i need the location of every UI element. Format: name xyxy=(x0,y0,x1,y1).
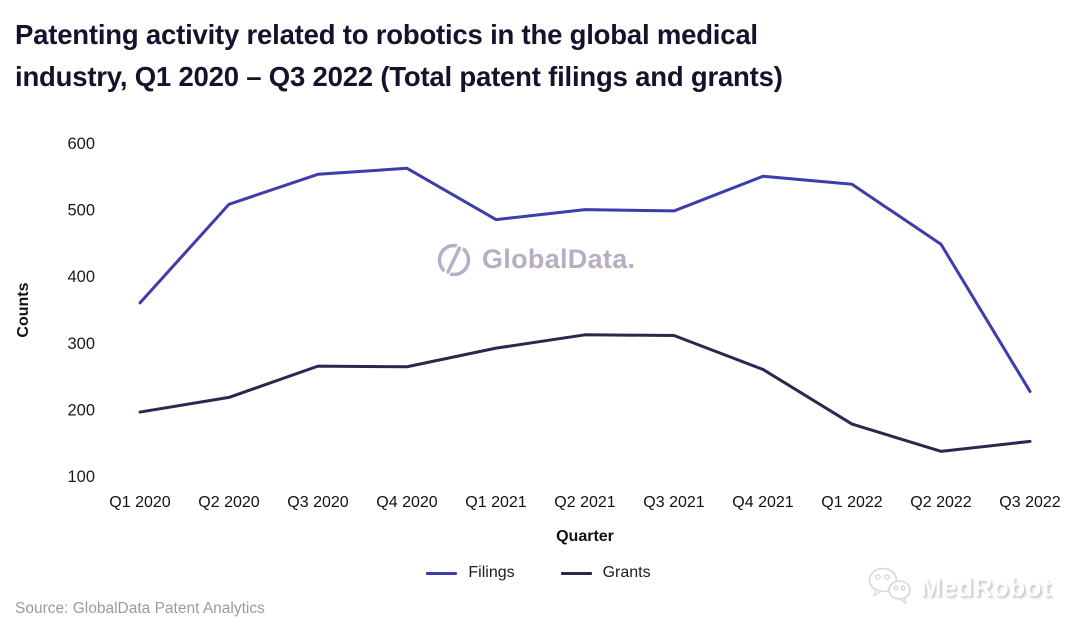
legend-label-filings: Filings xyxy=(468,564,515,581)
wechat-icon xyxy=(868,567,911,605)
x-axis-tick-q4-2021: Q4 2021 xyxy=(732,494,793,511)
series-line-grants xyxy=(138,333,1032,453)
series-line-filings xyxy=(138,166,1032,393)
globaldata-watermark: GlobalData. xyxy=(436,241,635,278)
chart-legend: Filings Grants xyxy=(0,563,1077,583)
x-axis-tick-q3-2022: Q3 2022 xyxy=(999,494,1060,511)
x-axis-tick-q4-2020: Q4 2020 xyxy=(376,494,437,511)
y-axis-tick-100: 100 xyxy=(67,468,95,486)
chart-title: Patenting activity related to robotics i… xyxy=(15,19,783,92)
medrobot-watermark: MedRobot xyxy=(866,566,1051,608)
y-axis-tick-600: 600 xyxy=(67,135,95,153)
source-note: Source: GlobalData Patent Analytics xyxy=(15,600,265,617)
y-axis-tick-300: 300 xyxy=(67,335,95,353)
x-axis-tick-q1-2022: Q1 2022 xyxy=(821,494,882,511)
x-axis-tick-q3-2020: Q3 2020 xyxy=(287,494,348,511)
grants-line-swatch xyxy=(560,571,592,575)
x-axis-tick-q1-2020: Q1 2020 xyxy=(109,494,170,511)
legend-item-filings: Filings xyxy=(426,564,515,582)
y-axis-tick-500: 500 xyxy=(67,202,95,220)
y-axis-title: Counts xyxy=(15,282,32,337)
globaldata-logo-icon xyxy=(437,243,471,277)
legend-item-grants: Grants xyxy=(560,564,651,582)
filings-line-swatch xyxy=(426,571,458,575)
y-axis-tick-400: 400 xyxy=(67,268,95,286)
x-axis-tick-q3-2021: Q3 2021 xyxy=(643,494,704,511)
x-axis-tick-q2-2020: Q2 2020 xyxy=(198,494,259,511)
x-axis-tick-q2-2022: Q2 2022 xyxy=(910,494,971,511)
x-axis-title: Quarter xyxy=(556,528,614,545)
globaldata-watermark-text: GlobalData. xyxy=(482,244,636,274)
medrobot-watermark-text: MedRobot xyxy=(920,571,1052,602)
legend-label-grants: Grants xyxy=(602,564,651,581)
x-axis-tick-q2-2021: Q2 2021 xyxy=(554,494,615,511)
y-axis-tick-200: 200 xyxy=(67,401,95,419)
x-axis-tick-q1-2021: Q1 2021 xyxy=(465,494,526,511)
